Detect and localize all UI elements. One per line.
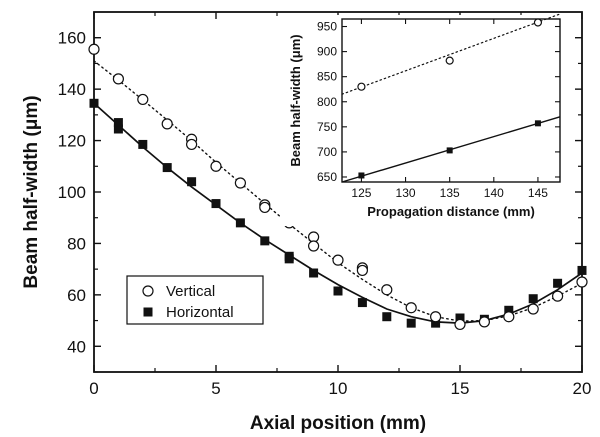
horizontal-point bbox=[406, 318, 416, 328]
vertical-point bbox=[332, 254, 344, 266]
vertical-point bbox=[308, 240, 320, 252]
horizontal-point bbox=[382, 312, 392, 322]
horizontal-point bbox=[284, 254, 294, 264]
horizontal-point bbox=[260, 236, 270, 246]
vertical-point bbox=[405, 302, 417, 314]
inset-x-axis-title: Propagation distance (mm) bbox=[367, 204, 535, 219]
vertical-point bbox=[137, 93, 149, 106]
horizontal-point bbox=[455, 313, 465, 323]
vertical-point bbox=[186, 138, 198, 151]
inset-horizontal-point bbox=[534, 120, 541, 127]
horizontal-point bbox=[138, 139, 148, 149]
x-axis-title: Axial position (mm) bbox=[250, 413, 426, 434]
horizontal-point bbox=[187, 177, 197, 187]
x-tick-label: 5 bbox=[211, 379, 220, 398]
vertical-point bbox=[112, 73, 125, 85]
vertical-point bbox=[356, 264, 368, 277]
inset-y-tick-label: 900 bbox=[317, 45, 337, 59]
inset-y-tick-label: 750 bbox=[317, 120, 337, 134]
vertical-point bbox=[576, 276, 588, 288]
horizontal-point bbox=[431, 318, 441, 328]
y-tick-label: 40 bbox=[67, 337, 86, 356]
horizontal-point bbox=[235, 218, 245, 228]
horizontal-point bbox=[211, 199, 221, 209]
main-chart: 0 5 10 15 20 40 60 80 100 120 140 160 Axial position… bbox=[21, 11, 592, 434]
y-tick-label: 60 bbox=[67, 286, 86, 305]
horizontal-point bbox=[89, 98, 99, 108]
legend-horizontal-label: Horizontal bbox=[166, 304, 234, 321]
inset-y-tick-label: 800 bbox=[317, 95, 337, 109]
legend-vertical-label: Vertical bbox=[166, 283, 215, 300]
vertical-point bbox=[454, 318, 466, 331]
horizontal-point bbox=[309, 268, 319, 278]
vertical-point bbox=[551, 290, 564, 302]
vertical-point bbox=[161, 118, 173, 130]
legend-horizontal-marker bbox=[143, 307, 153, 317]
inset-vertical-point bbox=[533, 18, 543, 27]
inset-background bbox=[280, 15, 568, 226]
inset-x-tick-label: 145 bbox=[528, 186, 548, 200]
vertical-point bbox=[430, 311, 442, 323]
vertical-point bbox=[210, 160, 222, 172]
y-tick-label: 120 bbox=[58, 132, 86, 151]
horizontal-point bbox=[504, 305, 514, 315]
vertical-point bbox=[259, 201, 271, 214]
horizontal-point bbox=[577, 265, 587, 275]
vertical-point bbox=[381, 284, 393, 296]
horizontal-point bbox=[357, 298, 367, 308]
vertical-point bbox=[88, 43, 100, 55]
horizontal-point bbox=[553, 278, 563, 288]
inset-frame bbox=[341, 18, 561, 183]
inset-x-tick-label: 125 bbox=[351, 186, 371, 200]
inset-vertical-point bbox=[357, 82, 366, 91]
horizontal-point bbox=[113, 124, 123, 134]
inset-vertical-line bbox=[341, 13, 561, 95]
inset-y-axis-title: Beam half-width (μm) bbox=[288, 34, 303, 166]
x-tick-label: 10 bbox=[329, 379, 348, 398]
vertical-point bbox=[478, 316, 490, 328]
x-tick-label: 0 bbox=[89, 379, 98, 398]
y-tick-label: 100 bbox=[58, 183, 86, 202]
vertical-point bbox=[527, 303, 539, 315]
inset-x-tick-label: 135 bbox=[440, 186, 460, 200]
vertical-point bbox=[234, 177, 246, 189]
legend: Vertical Horizontal bbox=[126, 275, 264, 325]
horizontal-point bbox=[162, 163, 172, 173]
inset-vertical-point bbox=[445, 56, 454, 65]
y-tick-label: 140 bbox=[58, 80, 86, 99]
inset-x-tick-label: 130 bbox=[396, 186, 416, 200]
vertical-point bbox=[503, 311, 515, 323]
y-tick-label: 160 bbox=[58, 29, 86, 48]
inset-x-tick-label: 140 bbox=[484, 186, 504, 200]
inset-y-tick-label: 850 bbox=[317, 70, 337, 84]
x-tick-label: 20 bbox=[573, 379, 592, 398]
x-tick-label: 15 bbox=[451, 379, 470, 398]
inset-horizontal-point bbox=[446, 147, 453, 154]
horizontal-fit-line bbox=[93, 102, 583, 324]
horizontal-point bbox=[528, 294, 538, 304]
inset-horizontal-point bbox=[358, 172, 365, 179]
inset-chart: 125 130 135 140 145 650 700 750 800 850 900 950 Prop… bbox=[280, 13, 568, 226]
inset-y-tick-label: 650 bbox=[317, 170, 337, 184]
legend-vertical-marker bbox=[142, 285, 154, 297]
horizontal-point bbox=[333, 286, 343, 296]
inset-y-tick-label: 700 bbox=[317, 145, 337, 159]
y-tick-label: 80 bbox=[67, 234, 86, 253]
inset-y-tick-label: 950 bbox=[317, 20, 337, 34]
y-axis-title: Beam half-width (μm) bbox=[21, 95, 42, 288]
horizontal-point bbox=[113, 118, 123, 128]
